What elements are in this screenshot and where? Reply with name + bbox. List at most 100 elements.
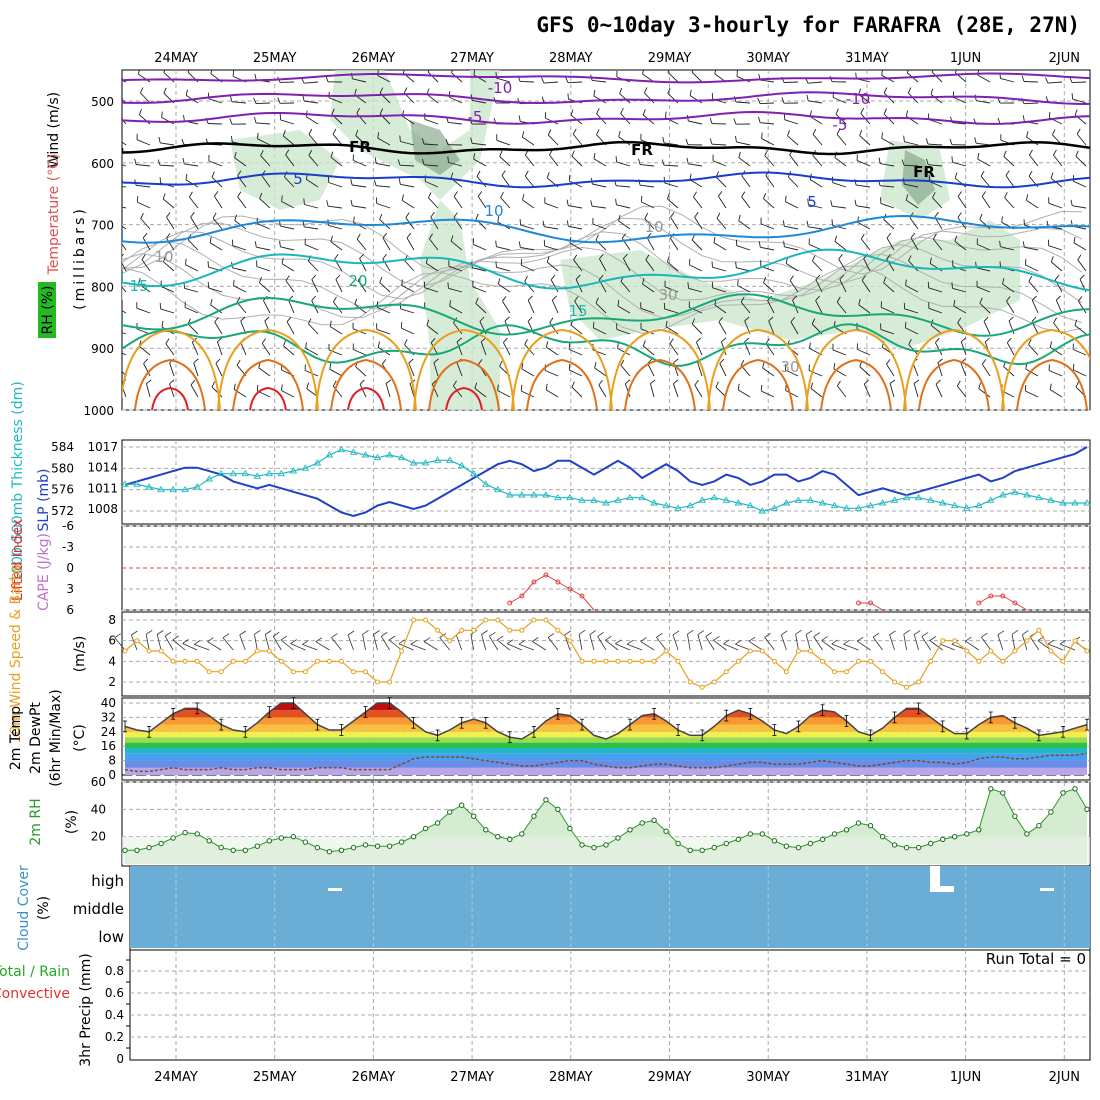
wind-barb [302,644,318,651]
wind-speed-point [952,638,958,644]
thickness-marker [987,496,995,503]
wind-barb [762,361,765,369]
rh-point [579,842,585,848]
wind-barb [574,296,579,302]
wind-barb [159,177,162,184]
wind-barb [1004,192,1008,198]
wind-barb [1075,150,1079,157]
wind-speed-point [639,658,645,664]
temperature-contour [347,386,385,410]
wind-barb [859,129,863,136]
wind-barb [166,212,171,218]
wind-barb [812,260,823,272]
wind-barb [122,80,127,83]
wind-barb [689,264,703,272]
thickness-marker [975,501,983,509]
wind-barb [182,639,189,644]
wind-barb [272,631,280,637]
contour-label: 15 [129,277,148,295]
wind-barb [1011,629,1019,635]
wind-speed-point [387,679,393,685]
wind-barb [789,280,799,293]
precip-panel: 0.80.60.40.20 Run Total = 0 Total / Rain… [0,950,1090,1067]
thickness-marker [866,501,875,509]
wind-barb [645,254,650,260]
wind-barb [264,316,270,322]
cloud-gap [930,886,954,892]
slp-line [124,446,1088,517]
wind-barb [209,242,223,251]
wind-barb [592,205,607,209]
wind-barb [400,183,415,188]
wind-barb [332,380,337,387]
wind-barb [1023,81,1039,83]
thickness-marker [181,485,189,493]
wind-barb [644,218,655,230]
dewpoint-line [124,752,1088,773]
wind-barb [329,368,343,377]
rh-point [519,831,525,837]
rh-contour [122,230,1083,300]
wind-barb [592,321,595,328]
wind-barb [138,277,141,284]
wind-barb [905,279,907,286]
wind-barb [834,157,847,167]
thickness-marker [818,499,827,506]
cloud-level-high: high [91,872,124,890]
wind-barb [647,358,653,364]
wind-barb [570,109,574,116]
wind-barb [260,155,271,167]
wind-barb [832,205,847,209]
wind-barb [489,636,499,651]
wind-barb [328,182,343,188]
wind-barb [1006,296,1011,302]
wind-barb [881,138,895,146]
wind-barb [258,367,271,377]
wind-barb [573,254,578,261]
wind-barb [453,196,463,209]
wind-barb [1008,320,1015,335]
rh-point [230,847,236,853]
top-date-axis: 24MAY 25MAY 26MAY 27MAY 28MAY 29MAY 30MAY 31MAY… [154,51,1080,66]
wind-barb [983,321,991,335]
wind-barb [590,200,593,207]
wind-barb [1053,154,1063,167]
wind-barb [618,214,621,222]
wind-barb [329,320,332,327]
rh-point [964,831,970,837]
wind-barb [333,301,343,314]
wind-barb [763,192,767,199]
wind-barb [664,142,679,146]
wind-barb [1050,347,1063,356]
rh-point [194,831,200,837]
temperature-contour [122,110,1090,125]
wind-barb [547,129,552,136]
wind-barb [821,636,828,641]
wind-barb [194,644,210,651]
wind-barb [598,274,604,281]
temperature-contour [445,386,483,410]
wind-barb [353,216,355,223]
rh-area [330,70,500,410]
wind-speed-point [182,658,188,664]
wind-barb [122,286,127,293]
rh-tick: 20 [91,830,106,844]
wind-barb [453,385,463,398]
wind-barb [499,150,503,157]
wind-speed-point [807,648,813,654]
wind-barb [472,267,487,272]
wind-barb [980,170,985,177]
wind-barb [518,241,521,248]
wind-barb [901,159,905,166]
wind-barb [519,80,535,83]
wind-barb [546,172,550,179]
wind-barb [781,630,788,636]
wind-barb [931,70,934,73]
wind-barb [957,212,962,218]
precip-label: 3hr Precip (mm) [78,953,94,1066]
wind-barb [978,382,981,389]
wind-barb [761,390,775,398]
wind-barb [886,254,891,260]
wind-barb [691,71,703,83]
